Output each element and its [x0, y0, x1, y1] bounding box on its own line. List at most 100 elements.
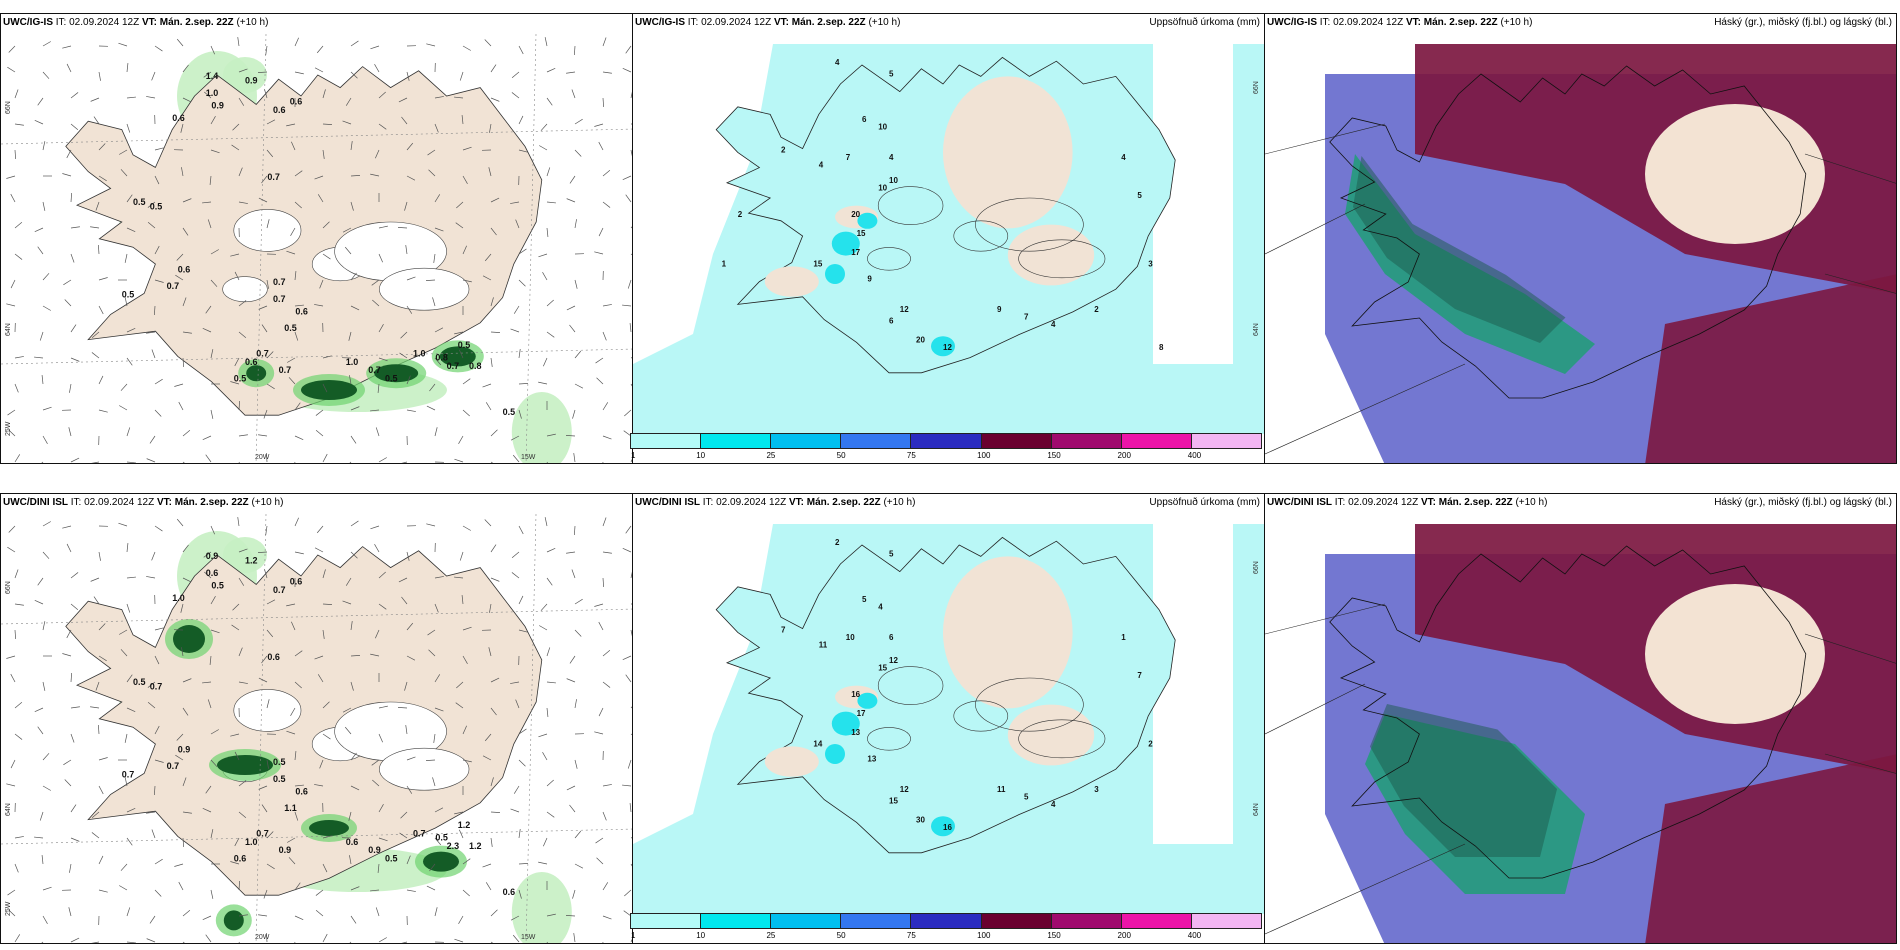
- precip-value-label: 12: [900, 785, 909, 794]
- wind-barb: [69, 383, 72, 393]
- wind-barb: [42, 681, 46, 691]
- wind-barb: [231, 624, 240, 631]
- gridline: [1, 828, 632, 845]
- wind-barb: [462, 378, 471, 385]
- wind-barb: [126, 576, 136, 579]
- colorbar-tick: 150: [1047, 931, 1061, 940]
- glacier-outline: [877, 186, 944, 225]
- wind-barb: [574, 598, 583, 605]
- wind-barb: [459, 349, 464, 359]
- precip-value-label: 2: [781, 145, 786, 154]
- wind-barb: [98, 375, 104, 385]
- wind-barb: [406, 655, 416, 661]
- wind-barb: [566, 305, 576, 311]
- wind-barb: [64, 779, 72, 787]
- wind-barb: [154, 858, 163, 865]
- wind-barb: [291, 621, 296, 631]
- precip-value-label: 5: [889, 549, 894, 558]
- wind-value-label: 0.9: [211, 101, 224, 111]
- wind-barb: [178, 881, 184, 891]
- wind-barb: [406, 785, 413, 794]
- wind-value-label: 0.9: [368, 845, 381, 855]
- wind-barb: [427, 629, 436, 636]
- wind-barb: [378, 733, 383, 743]
- precip-value-label: 10: [878, 183, 887, 192]
- wind-barb: [70, 253, 75, 263]
- wind-barb: [543, 837, 548, 847]
- colorbar-swatch: [981, 434, 1052, 448]
- wind-barb: [546, 577, 553, 586]
- wind-barb: [489, 603, 492, 613]
- wind-barb: [288, 377, 296, 385]
- wind-barb: [598, 141, 604, 151]
- projection-line: [1265, 843, 1466, 935]
- wind-barb: [595, 357, 604, 364]
- wind-barb: [378, 253, 383, 263]
- wind-barb: [14, 934, 21, 943]
- wind-barb: [602, 402, 609, 411]
- wind-barb: [70, 92, 79, 99]
- precip-value-label: 5: [1024, 793, 1029, 802]
- wind-barb: [511, 71, 520, 79]
- colorbar-tick: 200: [1117, 451, 1131, 460]
- wind-barb: [398, 577, 408, 583]
- wind-barb: [154, 889, 162, 897]
- wind-barb: [124, 297, 128, 307]
- wind-barb: [230, 733, 240, 737]
- wind-barb: [546, 167, 551, 177]
- lat-label: 66N: [5, 101, 12, 114]
- wind-barb: [484, 733, 492, 742]
- wind-barb: [98, 305, 104, 315]
- wind-barb: [42, 141, 46, 151]
- wind-value-label: 0.7: [273, 277, 286, 287]
- wind-barb: [181, 167, 184, 177]
- wind-barb: [482, 863, 492, 868]
- wind-barb: [42, 406, 52, 411]
- precip-value-label: 10: [878, 123, 887, 132]
- precip-value-label: 15: [813, 259, 822, 268]
- wind-barb: [266, 831, 274, 839]
- wind-barb: [42, 41, 51, 47]
- wind-barb: [406, 622, 414, 631]
- precip-colorbar: [630, 433, 1262, 449]
- wind-value-label: 0.6: [172, 113, 185, 123]
- wind-barb: [434, 674, 441, 683]
- wind-barb: [63, 279, 72, 286]
- wind-barb: [322, 603, 333, 605]
- wind-barb: [484, 253, 492, 262]
- wind-barb: [462, 655, 468, 664]
- wind-barb: [511, 572, 520, 579]
- wind-barb: [294, 882, 301, 891]
- wind-value-label: 0.9: [245, 75, 258, 85]
- wind-barb: [594, 251, 604, 255]
- wind-barb: [146, 458, 156, 463]
- wind-barb: [314, 547, 324, 553]
- wind-barb: [261, 324, 268, 333]
- wind-barb: [258, 677, 268, 683]
- wind-barb: [401, 116, 408, 125]
- wind-barb: [348, 331, 352, 341]
- wind-barb: [434, 327, 444, 333]
- precip-value-label: 5: [1137, 191, 1142, 200]
- wind-barb: [344, 246, 352, 255]
- wind-barb: [42, 915, 48, 924]
- wind-barb: [342, 227, 352, 233]
- wind-barb: [566, 678, 576, 683]
- precip-value-label: 12: [889, 656, 898, 665]
- wind-barb: [42, 71, 50, 79]
- wind-barb: [518, 349, 521, 359]
- wind-barb: [454, 96, 464, 99]
- wind-barb: [126, 461, 136, 463]
- dry-area: [943, 76, 1073, 229]
- wind-barb: [566, 785, 576, 791]
- wind-barb: [120, 863, 128, 871]
- wind-barb: [349, 855, 352, 865]
- wind-barb: [14, 89, 19, 99]
- wind-barb: [154, 175, 160, 185]
- wind-barb: [294, 331, 299, 341]
- wind-barb: [286, 730, 296, 735]
- wind-barb: [546, 68, 556, 73]
- wind-barb: [266, 219, 270, 229]
- colorbar-ticks: 1 10 25 50 75 100 150 200 400: [630, 451, 1262, 461]
- wind-barb: [266, 452, 268, 463]
